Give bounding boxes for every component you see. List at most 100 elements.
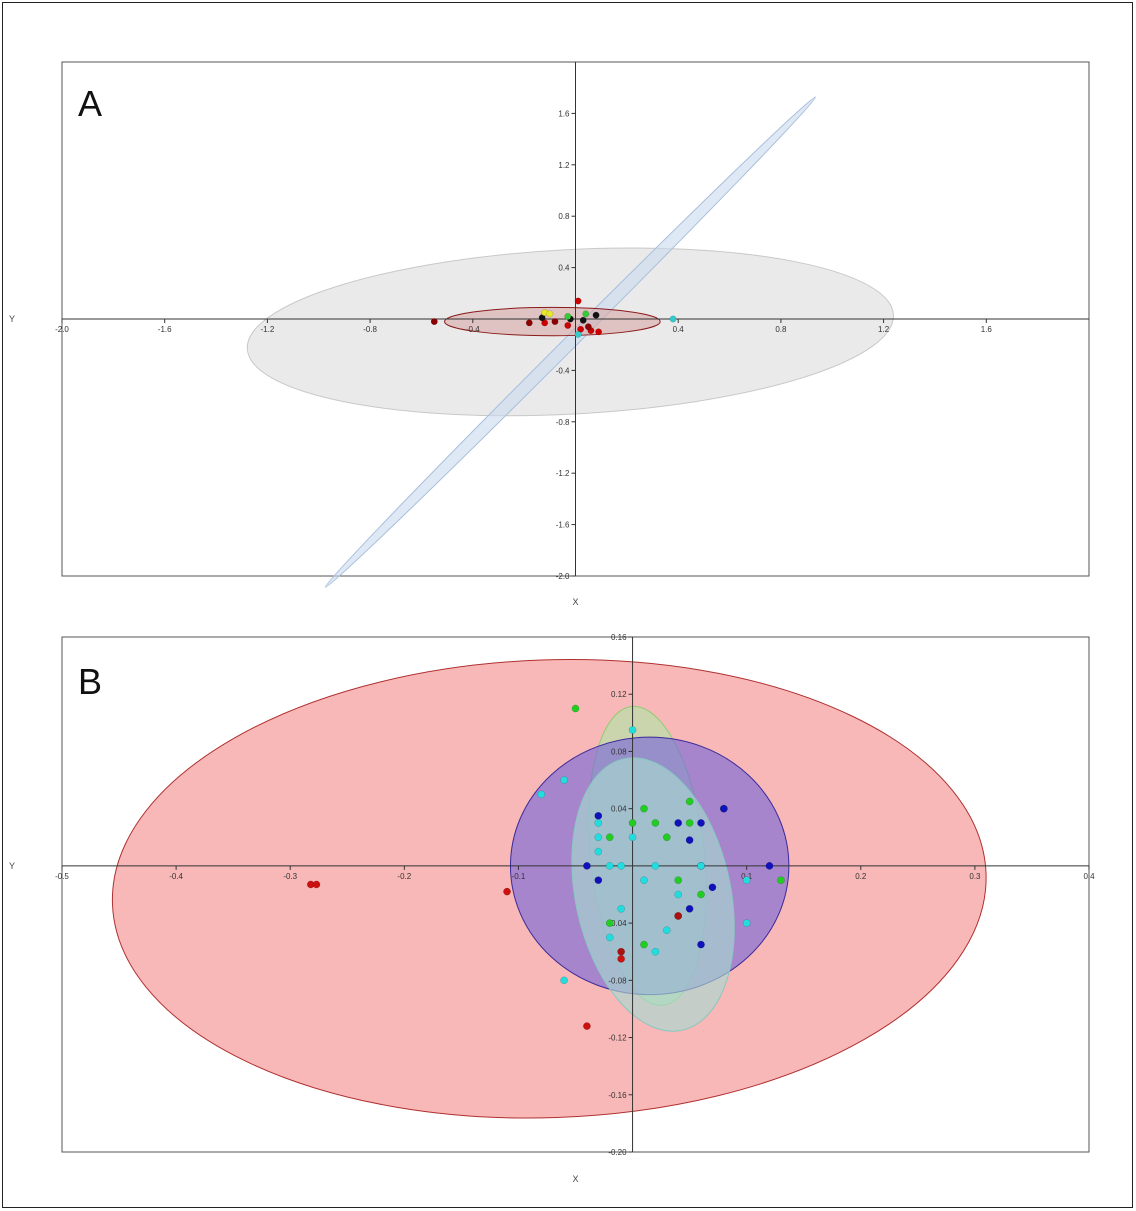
data-point	[312, 880, 321, 889]
data-point	[571, 704, 580, 713]
data-point	[537, 790, 546, 799]
data-point	[685, 797, 694, 806]
x-tick-label: 0.8	[775, 325, 787, 334]
data-point	[697, 819, 705, 827]
x-tick-label: -0.4	[169, 872, 183, 881]
data-point	[579, 316, 587, 324]
x-tick-label: 0.2	[855, 872, 867, 881]
y-tick-label: 0.16	[611, 633, 627, 642]
data-point	[594, 833, 603, 842]
y-tick-label: -0.20	[608, 1148, 627, 1157]
data-point	[708, 883, 717, 892]
y-tick-label: -0.4	[556, 366, 570, 375]
data-point	[640, 804, 648, 813]
data-point	[742, 919, 751, 927]
data-point	[674, 876, 683, 885]
data-point	[538, 314, 546, 322]
x-tick-label: 0.4	[673, 325, 685, 334]
data-point	[617, 904, 625, 913]
y-tick-label: -2.0	[556, 572, 570, 581]
data-point	[577, 325, 585, 333]
y-tick-label: -0.04	[608, 919, 627, 928]
x-tick-label: 0.4	[1083, 872, 1095, 881]
x-tick-label: -1.6	[158, 325, 172, 334]
y-tick-label: 1.6	[558, 109, 570, 118]
data-point	[594, 876, 603, 885]
x-tick-label: 0.1	[741, 872, 753, 881]
data-point	[662, 833, 671, 842]
data-point	[617, 947, 625, 956]
y-tick-label: -0.16	[608, 1091, 627, 1100]
data-point	[617, 955, 625, 963]
data-point	[719, 804, 728, 813]
y-axis-title: Y	[9, 314, 15, 324]
y-tick-label: -0.8	[556, 418, 570, 427]
panel-label: B	[78, 661, 102, 702]
y-axis-title: Y	[9, 861, 15, 871]
data-point	[551, 318, 559, 326]
data-point	[594, 819, 603, 827]
data-point	[765, 862, 774, 870]
confidence-ellipse	[324, 96, 816, 588]
x-tick-label: -0.2	[397, 872, 411, 881]
x-tick-label: 1.6	[981, 325, 993, 334]
x-tick-label: -2.0	[55, 325, 69, 334]
panel-label: A	[78, 83, 102, 124]
data-point	[628, 833, 637, 842]
y-tick-label: 1.2	[558, 161, 570, 170]
confidence-ellipse	[571, 757, 735, 1032]
data-point	[697, 862, 705, 870]
data-point	[674, 912, 683, 920]
y-tick-label: -1.2	[556, 469, 570, 478]
data-point	[685, 836, 694, 844]
x-tick-label: -1.2	[261, 325, 275, 334]
y-tick-label: -0.08	[608, 976, 627, 985]
x-tick-label: 1.2	[878, 325, 890, 334]
x-axis-title: X	[572, 597, 578, 607]
data-point	[583, 1022, 591, 1030]
data-point	[582, 310, 590, 318]
y-tick-label: 0.12	[611, 690, 627, 699]
data-point	[628, 819, 637, 827]
data-point	[525, 319, 533, 327]
data-point	[651, 819, 660, 827]
data-point	[503, 887, 511, 896]
data-point	[617, 862, 625, 870]
data-point	[697, 890, 705, 899]
data-point	[564, 312, 572, 320]
data-point	[777, 876, 785, 885]
data-point	[574, 330, 582, 338]
panel-b: -0.5 -0.4 -0.3 -0.2 -0.1 0.1 0.2 0.3 0.4 0.16 0.12…	[9, 633, 1095, 1184]
data-point	[546, 310, 554, 318]
data-point	[685, 904, 694, 913]
y-tick-label: 0.04	[611, 805, 627, 814]
data-point	[628, 726, 637, 734]
x-tick-label: -0.4	[466, 325, 480, 334]
data-point	[430, 318, 438, 326]
y-tick-label: 0.08	[611, 747, 627, 756]
data-point	[674, 890, 683, 899]
data-point	[583, 862, 591, 870]
data-point	[584, 323, 592, 331]
data-point	[594, 847, 603, 856]
data-point	[605, 919, 614, 927]
data-point	[742, 876, 751, 885]
x-tick-label: -0.1	[512, 872, 526, 881]
data-point	[674, 819, 683, 827]
y-tick-label: -0.12	[608, 1034, 627, 1043]
data-point	[651, 862, 660, 870]
y-tick-label: 0.4	[558, 264, 570, 273]
x-axis-title: X	[572, 1174, 578, 1184]
data-point	[564, 321, 572, 329]
data-point	[669, 315, 677, 323]
data-point	[595, 328, 603, 336]
data-point	[574, 297, 582, 305]
y-tick-label: 0.8	[558, 212, 570, 221]
data-point	[592, 311, 600, 319]
data-point	[605, 833, 614, 842]
data-point	[640, 876, 648, 885]
y-tick-label: -1.6	[556, 521, 570, 530]
data-point	[560, 776, 568, 784]
